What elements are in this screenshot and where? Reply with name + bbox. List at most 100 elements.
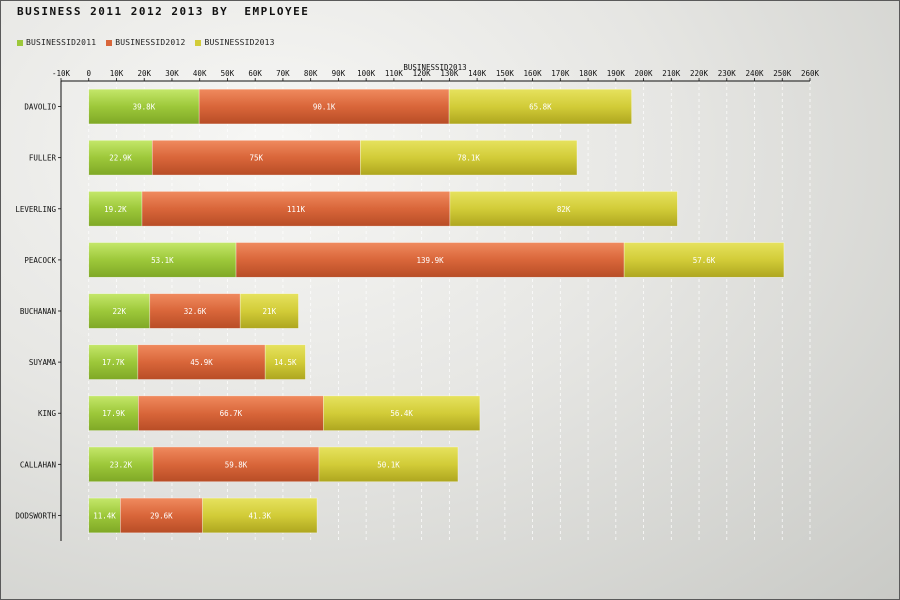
x-tick-label: 230K [718,69,737,78]
bar-segment[interactable] [88,395,139,431]
legend: BUSINESSID2011 BUSINESSID2012 BUSINESSID… [17,38,275,47]
x-tick-label: -10K [52,69,71,78]
x-ticks: -10K 0 10K 20K 30K 40K 50K 60K 70K 80K 90K 100K 110K… [52,69,820,81]
bar-segment[interactable] [623,242,785,278]
data-label: 17.9K [102,409,125,418]
bar-segment[interactable] [449,191,678,227]
x-tick-label: 120K [413,69,432,78]
legend-label-2012: BUSINESSID2012 [115,38,186,47]
data-label: 66.7K [220,409,243,418]
data-label: 29.6K [150,511,173,520]
category-label: DODSWORTH [15,511,56,520]
bar-segment[interactable] [88,293,151,329]
bar-segment[interactable] [88,88,200,125]
legend-swatch-2011 [17,39,23,46]
x-tick-label: 80K [304,69,318,78]
data-label: 11.4K [93,511,116,520]
legend-item-2013[interactable]: BUSINESSID2013 [195,38,275,47]
data-label: 22.9K [109,154,132,163]
x-tick-label: 130K [440,69,459,78]
category-label: BUCHANAN [20,307,56,316]
x-tick-label: 190K [607,69,626,78]
bar-segment[interactable] [88,242,237,278]
data-label: 111K [287,205,306,214]
legend-swatch-2012 [106,39,113,46]
bar-segment[interactable] [360,139,578,176]
legend-label-2013: BUSINESSID2013 [204,38,275,47]
data-label: 53.1K [151,256,174,265]
data-label: 50.1K [377,460,400,469]
legend-item-2012[interactable]: BUSINESSID2012 [106,38,185,47]
bar-segment[interactable] [323,395,481,431]
category-label: FULLER [29,154,57,163]
data-label: 75K [250,154,264,163]
bar-segment[interactable] [152,446,320,483]
data-label: 17.7K [102,358,125,367]
legend-swatch-2013 [195,39,202,46]
x-tick-label: 60K [248,69,262,78]
bar-segment[interactable] [149,293,241,329]
y-categories: DAVOLIO FULLER LEVERLING PEACOCK BUCHANAN SUY… [15,103,61,520]
data-label: 57.6K [693,256,716,265]
x-axis-title: BUSINESSID2013 [403,63,466,72]
x-tick-label: 260K [801,69,820,78]
bar-segment[interactable] [88,191,143,227]
data-label: 41.3K [248,511,271,520]
x-tick-label: 10K [110,69,124,78]
data-label: 59.8K [225,460,248,469]
x-tick-label: 110K [385,69,404,78]
data-label: 65.8K [529,103,552,112]
category-label: SUYAMA [29,358,57,367]
data-label: 139.9K [417,256,445,265]
x-tick-label: 210K [662,69,681,78]
x-tick-label: 250K [773,69,792,78]
x-tick-label: 180K [579,69,598,78]
data-label: 56.4K [390,409,413,418]
x-tick-label: 200K [635,69,654,78]
data-label: 39.8K [133,103,156,112]
bar-segment[interactable] [448,88,632,125]
data-label: 22K [112,307,126,316]
data-label: 90.1K [313,103,336,112]
bar-segment[interactable] [202,497,318,534]
bar-segment[interactable] [264,344,306,380]
bar-segment[interactable] [137,344,266,380]
bar-segment[interactable] [198,88,450,125]
category-label: LEVERLING [15,205,56,214]
data-label: 23.2K [110,460,133,469]
data-label: 14.5K [274,358,297,367]
bar-segment[interactable] [120,497,203,534]
legend-item-2011[interactable]: BUSINESSID2011 [17,38,96,47]
data-label: 21K [263,307,277,316]
x-tick-label: 140K [468,69,487,78]
bar-segment[interactable] [235,242,625,278]
data-label: 82K [557,205,571,214]
x-tick-label: 30K [165,69,179,78]
bar-segment[interactable] [318,446,459,483]
legend-label-2011: BUSINESSID2011 [26,38,97,47]
category-label: CALLAHAN [20,460,56,469]
data-label: 32.6K [184,307,207,316]
x-tick-label: 0 [86,69,91,78]
bar-segment[interactable] [151,139,361,176]
x-tick-label: 100K [357,69,376,78]
data-label: 45.9K [190,358,213,367]
x-tick-label: 160K [524,69,543,78]
data-label: 19.2K [104,205,127,214]
bar-segment[interactable] [141,191,451,227]
bar-segment[interactable] [88,139,153,176]
category-label: DAVOLIO [24,103,56,112]
x-tick-label: 170K [551,69,570,78]
x-tick-label: 40K [193,69,207,78]
data-label: 78.1K [457,154,480,163]
chart-title: BUSINESS 2011 2012 2013 BY EMPLOYEE [17,5,310,18]
bars: 39.8K 90.1K 65.8K 22.9K 75K 78.1K 19.2K 111K 82K… [88,88,785,534]
bar-segment[interactable] [138,395,324,431]
x-tick-label: 150K [496,69,515,78]
bar-segment[interactable] [239,293,299,329]
category-label: KING [38,409,57,418]
x-tick-label: 220K [690,69,709,78]
category-label: PEACOCK [24,256,56,265]
